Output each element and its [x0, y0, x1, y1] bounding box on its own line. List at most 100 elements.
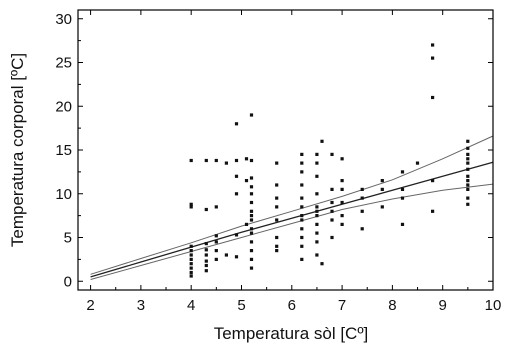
data-point — [300, 244, 304, 248]
data-point — [340, 222, 344, 226]
data-point — [320, 139, 324, 143]
data-point — [275, 249, 279, 253]
data-point — [275, 218, 279, 222]
data-point — [315, 209, 319, 213]
data-point — [249, 113, 254, 117]
data-point — [380, 205, 384, 209]
data-point — [275, 205, 279, 209]
data-point — [315, 240, 319, 244]
y-axis-ticks: 0 5 10 15 20 25 30 — [55, 11, 493, 290]
y-tick-label: 30 — [55, 11, 72, 28]
data-point — [189, 202, 193, 206]
data-point — [234, 255, 239, 259]
data-point — [400, 187, 405, 191]
data-point — [300, 205, 304, 209]
data-point — [431, 43, 435, 47]
data-point — [249, 214, 254, 218]
y-tick-label: 0 — [64, 273, 72, 290]
data-point — [380, 179, 384, 183]
data-point — [275, 161, 279, 165]
data-point — [315, 174, 319, 178]
data-point — [204, 253, 208, 257]
data-point — [234, 233, 239, 237]
data-point — [360, 227, 364, 231]
data-point — [189, 253, 193, 257]
data-point — [189, 249, 193, 253]
data-point — [249, 240, 254, 244]
data-point — [224, 161, 228, 165]
data-point — [330, 200, 334, 205]
data-point — [431, 209, 435, 213]
x-tick-label: 5 — [237, 297, 245, 314]
data-point — [214, 257, 218, 261]
data-points — [189, 43, 470, 278]
fit-lines — [90, 135, 494, 280]
data-point — [249, 176, 254, 180]
y-tick-label: 20 — [55, 98, 72, 115]
data-point — [244, 179, 249, 183]
data-point — [466, 179, 470, 183]
data-point — [360, 196, 364, 200]
data-point — [204, 207, 208, 212]
data-point — [234, 122, 239, 126]
x-tick-label: 2 — [86, 297, 94, 314]
data-point — [214, 205, 218, 209]
data-point — [330, 209, 334, 213]
data-point — [315, 152, 319, 156]
data-point — [330, 187, 334, 191]
data-point — [249, 209, 254, 213]
data-point — [249, 192, 254, 196]
data-point — [249, 257, 254, 261]
data-point — [300, 218, 304, 222]
data-point — [315, 205, 319, 209]
data-point — [330, 152, 334, 156]
data-point — [466, 157, 470, 161]
data-point — [189, 270, 193, 275]
data-point — [249, 227, 254, 231]
data-point — [300, 183, 304, 187]
x-tick-label: 10 — [485, 297, 502, 314]
data-point — [204, 269, 208, 273]
data-point — [204, 259, 208, 263]
data-point — [275, 183, 279, 187]
y-tick-label: 15 — [55, 142, 72, 159]
data-point — [315, 231, 319, 235]
data-point — [204, 263, 208, 268]
data-point — [340, 187, 344, 191]
x-tick-label: 7 — [338, 297, 346, 314]
data-point — [360, 209, 364, 213]
regression-line — [90, 161, 494, 278]
data-point — [340, 200, 344, 205]
data-point — [275, 235, 279, 240]
data-point — [315, 222, 319, 226]
plot-frame — [77, 9, 494, 291]
data-point — [315, 192, 319, 196]
data-point — [249, 200, 254, 205]
data-point — [249, 231, 254, 235]
data-point — [466, 202, 470, 206]
data-point — [214, 158, 218, 163]
data-point — [214, 234, 218, 238]
y-tick-label: 5 — [64, 230, 72, 247]
x-tick-label: 4 — [187, 297, 195, 314]
data-point — [300, 227, 304, 231]
data-point — [340, 157, 344, 161]
data-point — [315, 253, 319, 257]
data-point — [400, 196, 405, 200]
data-point — [300, 214, 304, 218]
data-point — [466, 183, 470, 187]
data-point — [340, 214, 344, 218]
data-point — [249, 266, 254, 270]
data-point — [400, 222, 405, 226]
data-point — [315, 214, 319, 218]
data-point — [340, 179, 344, 183]
data-point — [466, 139, 470, 143]
data-point — [275, 244, 279, 248]
data-point — [431, 95, 435, 100]
data-point — [244, 157, 249, 161]
data-point — [189, 158, 193, 163]
data-point — [234, 158, 239, 163]
data-point — [189, 266, 193, 270]
